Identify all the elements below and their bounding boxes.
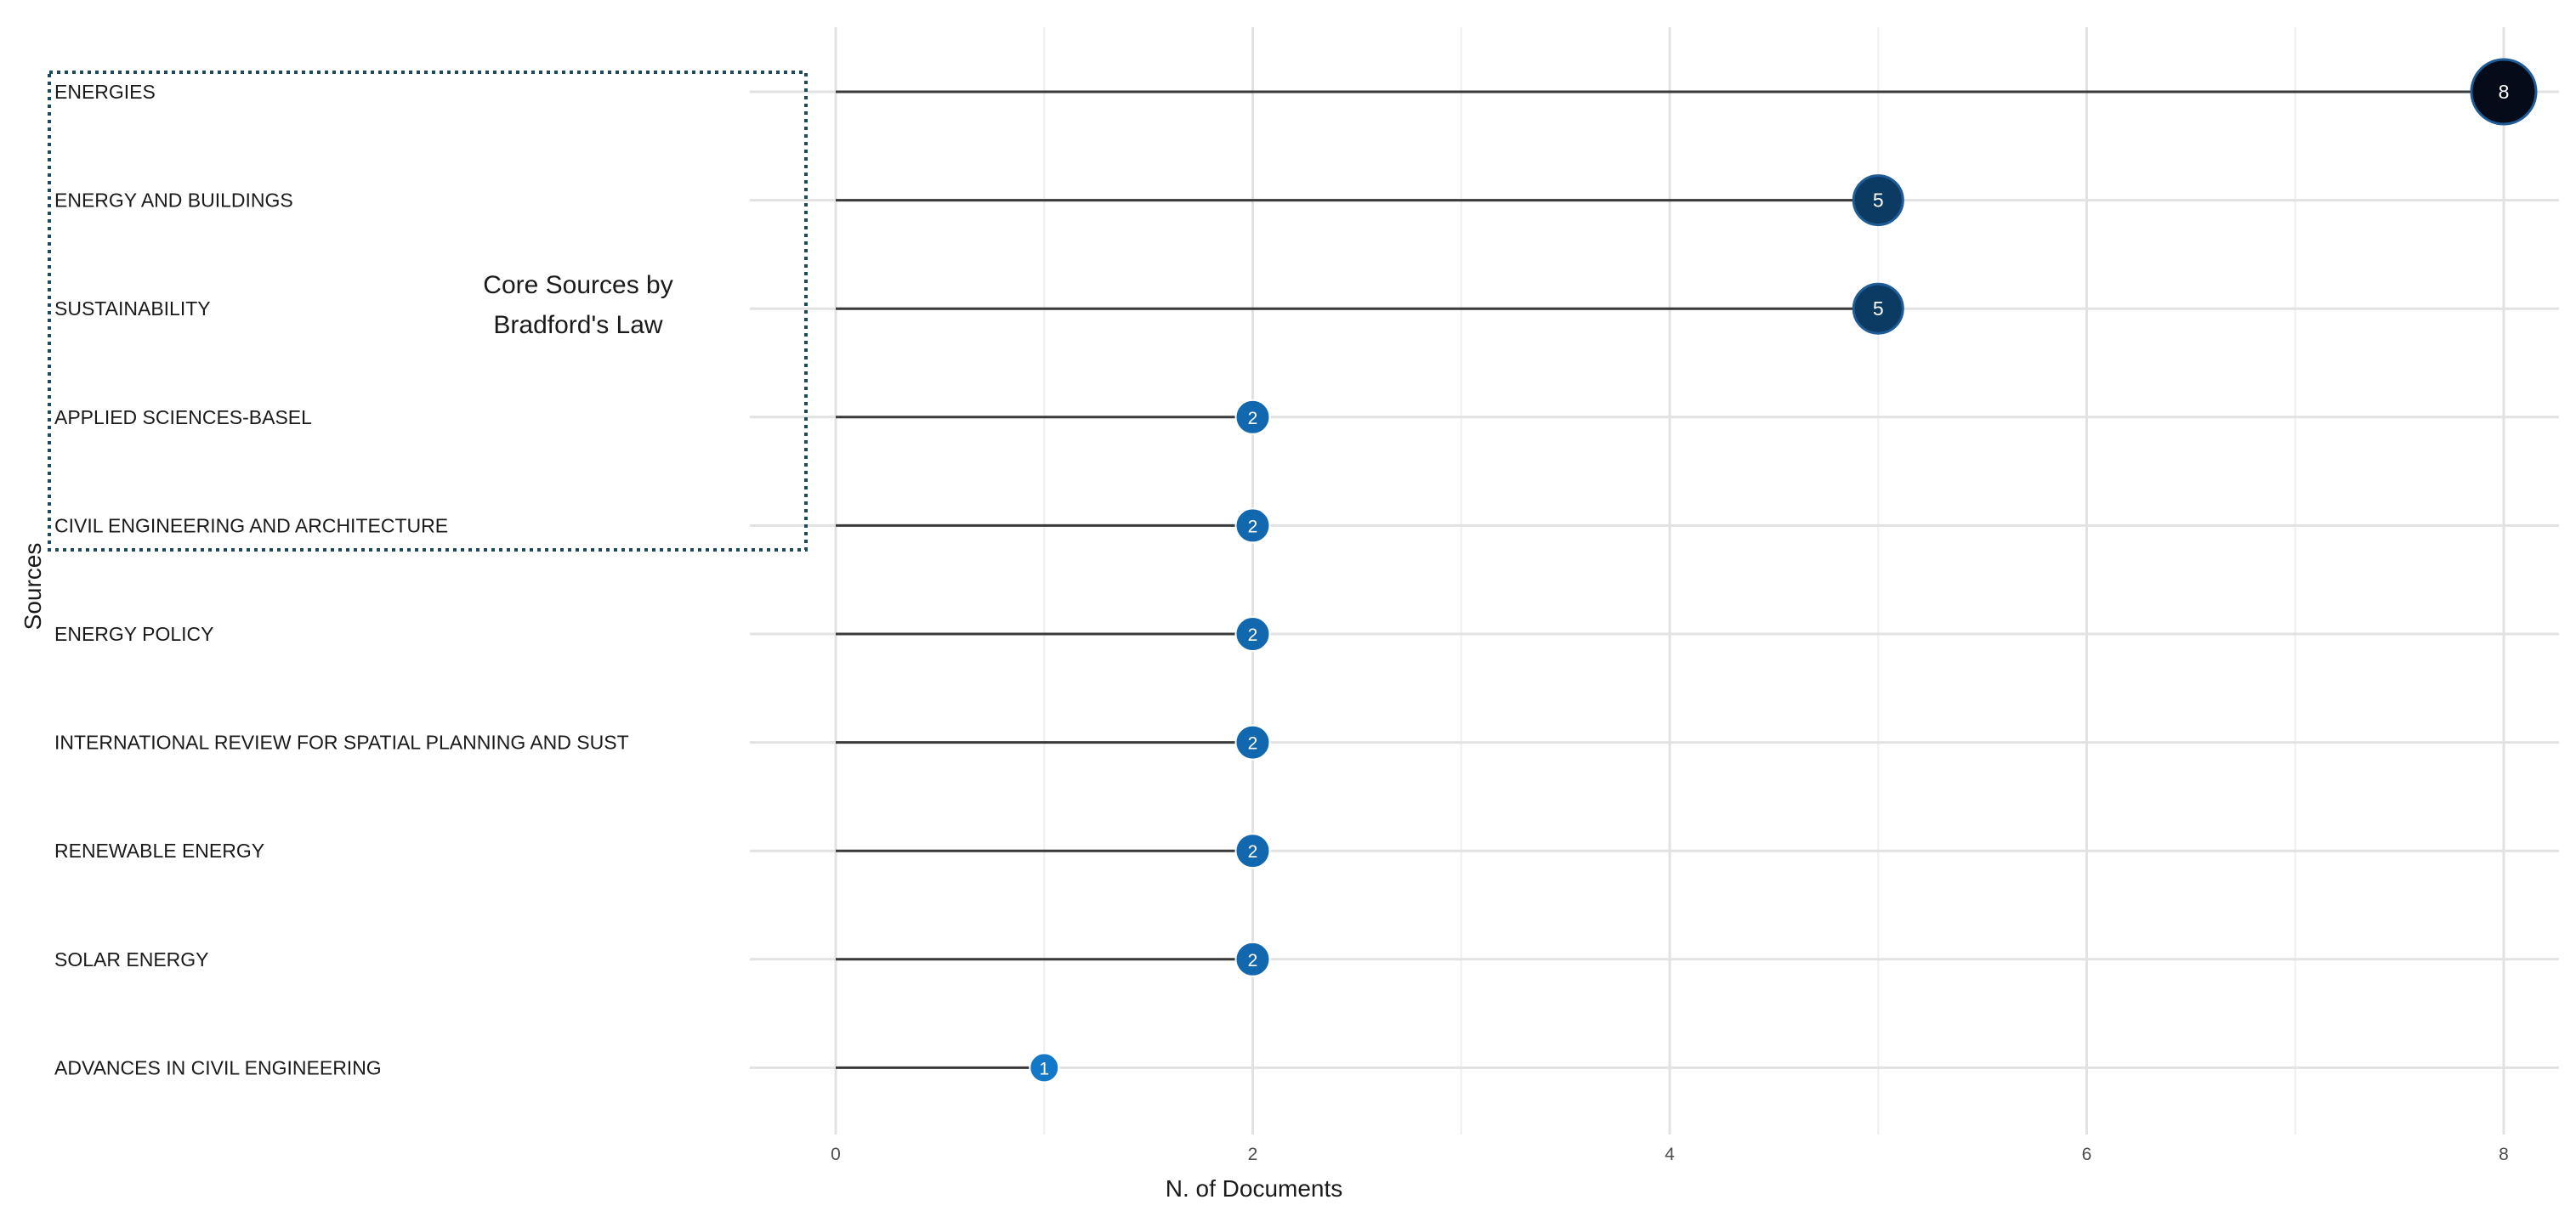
category-label: ENERGIES — [54, 81, 156, 103]
lollipop-dot — [1234, 399, 1271, 435]
lollipop-dot — [1234, 507, 1271, 544]
lollipop-dot — [1029, 1052, 1060, 1084]
stem-layer — [836, 90, 2504, 1069]
category-label: ENERGY POLICY — [54, 623, 213, 645]
category-label: INTERNATIONAL REVIEW FOR SPATIAL PLANNIN… — [54, 732, 629, 754]
category-label: RENEWABLE ENERGY — [54, 840, 264, 862]
core-sources-annotation-line2: Bradford's Law — [493, 311, 662, 339]
category-label: SUSTAINABILITY — [54, 297, 211, 320]
data-label: 2 — [1248, 625, 1258, 645]
x-tick-label: 0 — [831, 1145, 841, 1164]
data-label: 8 — [2499, 81, 2510, 103]
category-label: CIVIL ENGINEERING AND ARCHITECTURE — [54, 514, 448, 536]
lollipop-dot — [1234, 941, 1271, 977]
lollipop-dot — [1234, 616, 1271, 652]
x-tick-label: 6 — [2082, 1145, 2092, 1164]
lollipop-dot — [1852, 174, 1904, 227]
data-label: 2 — [1248, 951, 1258, 970]
category-label: APPLIED SCIENCES-BASEL — [54, 406, 312, 428]
grid-layer — [750, 27, 2559, 1135]
data-label: 2 — [1248, 409, 1258, 428]
y-axis-title: Sources — [20, 543, 46, 631]
x-tick-layer: 0 2 4 6 8 — [831, 1145, 2509, 1164]
x-tick-label: 2 — [1248, 1145, 1258, 1164]
lollipop-dot — [2470, 58, 2538, 126]
category-label-layer: ENERGIES ENERGY AND BUILDINGS SUSTAINABILI… — [54, 81, 629, 1078]
data-label: 2 — [1248, 517, 1258, 536]
lollipop-dot — [1234, 724, 1271, 761]
core-sources-annotation-line1: Core Sources by — [483, 271, 672, 299]
lollipop-dot — [1852, 282, 1904, 335]
data-label: 2 — [1248, 734, 1258, 754]
lollipop-dot — [1234, 833, 1271, 869]
data-label: 5 — [1873, 190, 1884, 212]
data-label: 1 — [1039, 1059, 1049, 1078]
category-label: ENERGY AND BUILDINGS — [54, 190, 293, 212]
data-label: 2 — [1248, 842, 1258, 862]
x-tick-label: 8 — [2499, 1145, 2509, 1164]
category-label: SOLAR ENERGY — [54, 948, 209, 970]
x-axis-title: N. of Documents — [1166, 1175, 1343, 1202]
x-tick-label: 4 — [1665, 1145, 1675, 1164]
core-sources-box — [48, 71, 808, 552]
dot-layer: 8 5 5 2 2 2 2 2 2 1 — [1029, 58, 2538, 1084]
data-label: 5 — [1873, 297, 1884, 320]
category-label: ADVANCES IN CIVIL ENGINEERING — [54, 1056, 382, 1078]
